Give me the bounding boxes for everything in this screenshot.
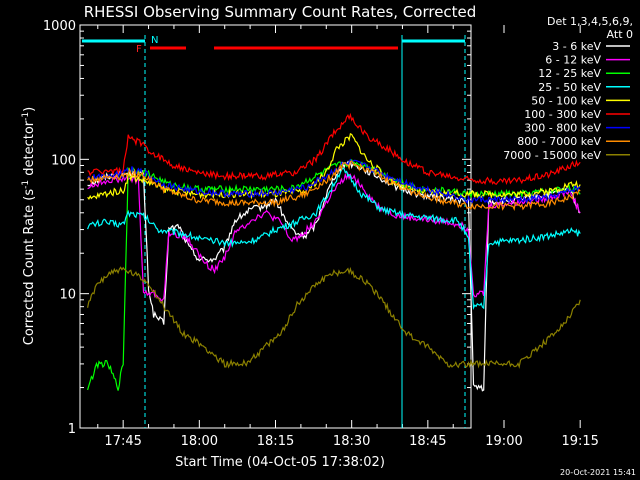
legend-label-4: 50 - 100 keV [531, 94, 601, 107]
series-line-8 [87, 266, 581, 369]
x-axis-label: Start Time (04-Oct-05 17:38:02) [175, 455, 385, 470]
observation-overlays: F N [82, 35, 466, 428]
x-tick-label-6: 19:15 [561, 434, 598, 449]
x-tick-label-3: 18:30 [333, 434, 370, 449]
legend-label-1: 6 - 12 keV [545, 54, 601, 67]
series-line-2 [87, 159, 581, 391]
y-axis-label: Corrected Count Rate (s-1 detector-1) [21, 107, 37, 345]
y-tick-label-2: 100 [51, 153, 76, 168]
timestamp: 20-Oct-2021 15:41 [560, 468, 636, 477]
legend-label-3: 25 - 50 keV [538, 81, 601, 94]
x-axis-ticks: 17:45 18:00 18:15 18:30 18:45 19:00 19:15 [97, 25, 599, 449]
legend-header-2: Att 0 [607, 28, 633, 41]
series-line-5 [87, 112, 581, 186]
x-tick-label-0: 17:45 [104, 434, 141, 449]
legend-label-7: 800 - 7000 keV [517, 135, 601, 148]
y-tick-label-3: 1000 [43, 19, 76, 34]
y-axis-label-main: Corrected Count Rate (s [22, 189, 37, 346]
x-tick-label-1: 18:00 [181, 434, 218, 449]
series-line-3 [87, 167, 581, 311]
y-tick-label-1: 10 [59, 288, 76, 303]
y-axis-ticks: 1 10 100 1000 [43, 19, 471, 437]
night-flag-label: N [151, 35, 158, 46]
legend-label-0: 3 - 6 keV [552, 40, 601, 53]
plot-frame [79, 24, 472, 429]
x-tick-label-2: 18:15 [257, 434, 294, 449]
x-tick-label-4: 18:45 [409, 434, 446, 449]
legend-label-8: 7000 - 15000 keV [503, 149, 601, 162]
series-line-7 [87, 160, 581, 211]
y-axis-label-sup1: -1 [21, 180, 31, 189]
y-tick-label-0: 1 [68, 422, 76, 437]
x-tick-label-5: 19:00 [485, 434, 522, 449]
legend-label-2: 12 - 25 keV [538, 67, 601, 80]
legend-header-1: Det 1,3,4,5,6,9, [547, 15, 633, 28]
flare-flag-label: F [136, 44, 142, 55]
legend-label-5: 100 - 300 keV [524, 108, 601, 121]
chart-title: RHESSI Observing Summary Count Rates, Co… [84, 3, 477, 21]
y-axis-label-mid: detector [22, 120, 37, 180]
y-axis-label-sup2: -1 [21, 112, 31, 121]
legend-label-6: 300 - 800 keV [524, 122, 601, 135]
y-axis-label-end: ) [22, 107, 37, 112]
series-line-1 [87, 171, 581, 302]
series-lines [87, 112, 581, 392]
